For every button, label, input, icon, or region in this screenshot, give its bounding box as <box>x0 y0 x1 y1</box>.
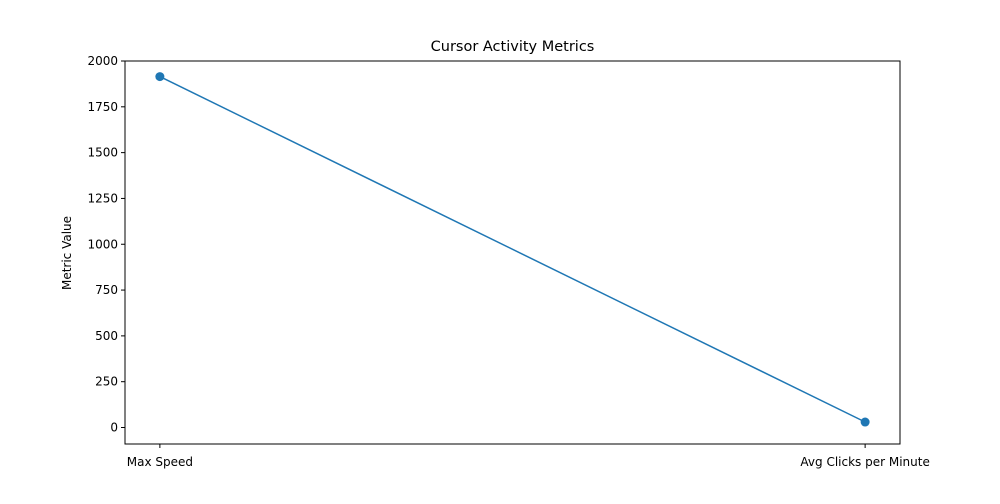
plot-frame <box>124 60 901 445</box>
chart-title: Cursor Activity Metrics <box>431 39 595 55</box>
y-tick-label: 0 <box>110 421 118 435</box>
y-tick-label: 1750 <box>87 100 118 114</box>
y-tick-label: 1500 <box>87 146 118 160</box>
y-tick-label: 1000 <box>87 237 118 251</box>
y-axis-label: Metric Value <box>60 216 74 290</box>
series-line <box>159 75 866 423</box>
y-tick-label: 750 <box>95 283 118 297</box>
x-tick-label: Avg Clicks per Minute <box>800 455 929 469</box>
y-tick-label: 1250 <box>87 191 118 205</box>
data-point <box>860 417 870 427</box>
y-tick-label: 500 <box>95 329 118 343</box>
x-tick-label: Max Speed <box>127 455 193 469</box>
y-tick-label: 250 <box>95 375 118 389</box>
y-tick-label: 2000 <box>87 54 118 68</box>
data-point <box>155 72 165 82</box>
